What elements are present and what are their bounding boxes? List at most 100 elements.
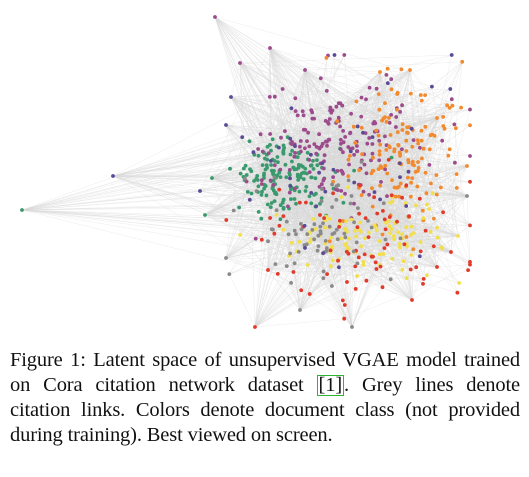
document-point xyxy=(409,180,413,185)
document-point xyxy=(248,167,252,172)
document-point xyxy=(377,149,382,154)
document-point xyxy=(272,231,277,236)
document-point xyxy=(372,223,377,228)
document-point xyxy=(345,280,349,284)
document-point xyxy=(468,154,472,158)
document-point xyxy=(447,106,452,110)
document-point xyxy=(294,167,299,172)
document-point xyxy=(423,124,428,129)
document-point xyxy=(383,227,388,232)
document-point xyxy=(398,181,403,186)
document-point xyxy=(325,272,329,276)
document-point xyxy=(416,160,420,164)
document-point xyxy=(288,152,293,157)
document-point xyxy=(332,53,337,57)
document-point xyxy=(293,186,297,191)
document-point xyxy=(468,107,472,112)
document-point xyxy=(271,178,276,183)
document-point xyxy=(418,93,423,97)
document-point xyxy=(364,278,369,283)
document-point xyxy=(284,219,289,224)
document-point xyxy=(406,169,411,174)
document-point xyxy=(369,171,374,176)
document-point xyxy=(309,191,314,195)
document-point xyxy=(301,170,306,175)
document-point xyxy=(358,183,362,188)
document-point xyxy=(361,130,365,135)
document-point xyxy=(287,171,292,175)
document-point xyxy=(259,182,264,186)
document-point xyxy=(369,225,374,230)
document-point xyxy=(353,141,358,145)
document-point xyxy=(429,181,433,186)
document-point xyxy=(327,117,332,121)
document-point xyxy=(329,264,333,269)
document-point xyxy=(349,194,354,198)
document-point xyxy=(271,183,276,187)
document-point xyxy=(434,173,439,178)
document-point xyxy=(395,186,399,190)
document-point xyxy=(240,135,245,140)
document-point xyxy=(309,201,314,206)
document-point xyxy=(305,139,309,144)
document-point xyxy=(338,147,343,152)
document-point xyxy=(354,234,358,239)
document-point xyxy=(449,250,453,254)
document-point xyxy=(269,201,274,205)
document-point xyxy=(348,149,353,154)
document-point xyxy=(356,206,360,211)
document-point xyxy=(377,152,382,157)
document-point xyxy=(281,207,286,211)
document-point xyxy=(312,222,317,227)
document-point xyxy=(385,66,390,71)
document-point xyxy=(447,147,452,152)
document-point xyxy=(304,184,309,189)
document-point xyxy=(395,130,400,135)
document-point xyxy=(362,236,367,241)
document-point xyxy=(414,203,418,208)
document-point xyxy=(352,152,356,157)
document-point xyxy=(383,167,387,172)
document-point xyxy=(370,204,375,209)
document-point xyxy=(247,139,252,144)
document-point xyxy=(268,143,272,147)
document-point xyxy=(389,193,394,198)
document-point xyxy=(428,230,433,234)
document-point xyxy=(324,89,329,93)
document-point xyxy=(395,90,400,95)
document-point xyxy=(299,227,304,232)
document-point xyxy=(350,325,354,329)
document-point xyxy=(355,124,360,129)
document-point xyxy=(295,113,300,118)
document-point xyxy=(395,219,399,224)
citation-link[interactable]: [1] xyxy=(316,374,345,396)
document-point xyxy=(260,149,265,154)
document-point xyxy=(311,167,316,171)
document-point xyxy=(383,163,388,168)
document-point xyxy=(392,237,396,242)
document-point xyxy=(325,143,329,148)
document-point xyxy=(287,190,292,195)
document-point xyxy=(367,85,372,90)
document-point xyxy=(411,138,416,143)
document-point xyxy=(386,157,391,162)
document-point xyxy=(330,205,334,210)
document-point xyxy=(317,132,321,137)
document-point xyxy=(410,176,415,181)
document-point xyxy=(303,246,307,250)
document-point xyxy=(311,158,315,163)
document-point xyxy=(441,115,446,119)
document-point xyxy=(339,189,344,193)
document-point xyxy=(308,240,312,244)
document-point xyxy=(366,230,371,235)
document-point xyxy=(355,149,359,154)
document-point xyxy=(311,217,316,221)
document-point xyxy=(400,267,405,272)
document-point xyxy=(369,254,374,259)
document-point xyxy=(344,249,349,254)
document-point xyxy=(346,185,350,190)
document-point xyxy=(277,223,282,228)
document-point xyxy=(284,264,289,268)
document-point xyxy=(281,227,286,232)
document-point xyxy=(342,316,347,321)
